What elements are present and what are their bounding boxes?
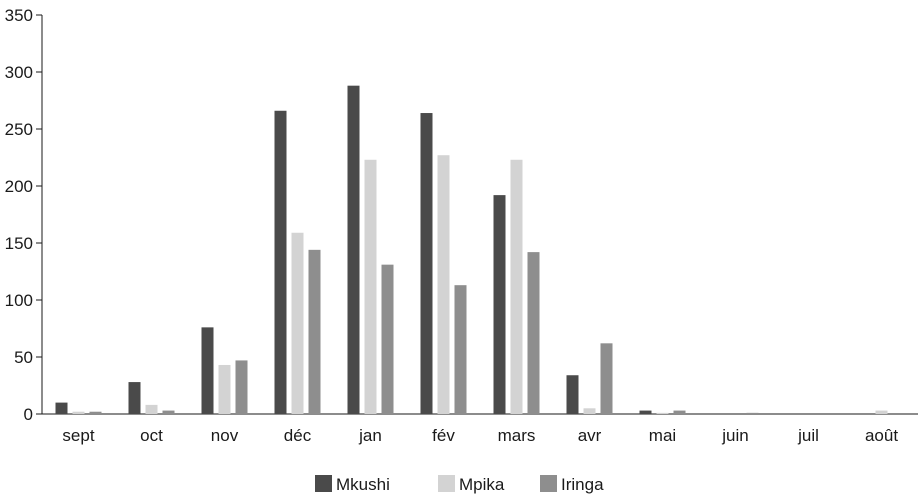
x-tick-label: oct [140, 426, 163, 445]
bar-iringa-fév [454, 285, 467, 414]
x-axis: sept oct nov déc jan fév mars avr mai juin juil aoû… [42, 413, 918, 445]
bar-iringa-avr [600, 343, 613, 414]
y-tick-label: 350 [5, 6, 33, 25]
bar-mkushi-sept [55, 402, 68, 414]
y-axis: 0 50 100 150 200 250 300 350 [5, 6, 43, 424]
x-tick-label: sept [62, 426, 94, 445]
bar-mpika-août [875, 410, 888, 414]
y-tick-label: 0 [24, 405, 33, 424]
legend-label-mpika: Mpika [459, 475, 505, 494]
x-tick-label: juin [721, 426, 748, 445]
bar-mkushi-fév [420, 113, 433, 414]
x-tick-label: juil [797, 426, 819, 445]
bar-mkushi-nov [201, 327, 214, 414]
bar-mpika-nov [218, 364, 231, 414]
x-tick-label: nov [211, 426, 239, 445]
bar-mpika-mai [656, 412, 669, 414]
y-tick-label: 50 [14, 348, 33, 367]
bar-mpika-jan [364, 159, 377, 414]
bar-mkushi-déc [274, 110, 287, 414]
y-tick-label: 200 [5, 177, 33, 196]
bar-mkushi-oct [128, 382, 141, 414]
bar-mpika-mars [510, 159, 523, 414]
y-tick-label: 250 [5, 120, 33, 139]
bar-iringa-nov [235, 360, 248, 414]
legend-label-iringa: Iringa [561, 475, 604, 494]
bar-mkushi-mai [639, 410, 652, 414]
legend-swatch-iringa [540, 475, 557, 492]
bars [55, 85, 888, 415]
y-tick-label: 300 [5, 63, 33, 82]
bar-iringa-oct [162, 410, 175, 414]
bar-mpika-oct [145, 404, 158, 414]
bar-iringa-juin [746, 412, 759, 414]
bar-iringa-jan [381, 264, 394, 414]
x-tick-label: jan [358, 426, 382, 445]
bar-mkushi-jan [347, 85, 360, 415]
legend: Mkushi Mpika Iringa [315, 475, 604, 494]
bar-iringa-sept [89, 411, 102, 414]
bar-mpika-déc [291, 232, 304, 414]
legend-swatch-mkushi [315, 475, 332, 492]
x-tick-label: août [865, 426, 898, 445]
bar-iringa-mars [527, 252, 540, 414]
x-tick-label: avr [578, 426, 602, 445]
legend-swatch-mpika [438, 475, 455, 492]
y-tick-label: 150 [5, 234, 33, 253]
bar-mkushi-avr [566, 375, 579, 414]
bar-mkushi-mars [493, 195, 506, 414]
x-tick-label: mai [649, 426, 676, 445]
legend-label-mkushi: Mkushi [336, 475, 390, 494]
y-tick-label: 100 [5, 291, 33, 310]
bar-mpika-avr [583, 408, 596, 414]
bar-iringa-déc [308, 249, 321, 414]
x-tick-label: déc [284, 426, 312, 445]
bar-mpika-fév [437, 155, 450, 414]
x-tick-label: fév [432, 426, 455, 445]
bar-mpika-sept [72, 411, 85, 414]
x-tick-label: mars [498, 426, 536, 445]
bar-iringa-mai [673, 410, 686, 414]
